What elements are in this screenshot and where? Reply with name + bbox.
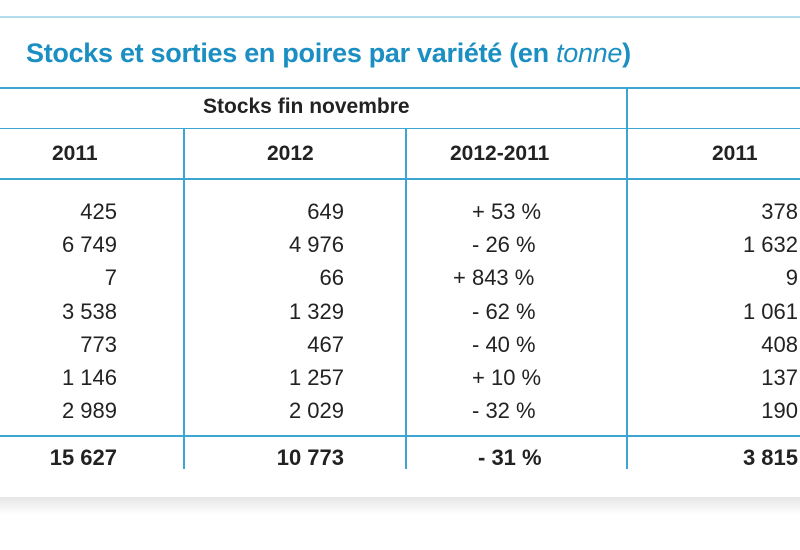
total-diff: - 31 % [478, 445, 542, 470]
table-cell: - 26 % [472, 232, 536, 258]
table-cell: 378 [761, 199, 798, 224]
table-cell: 2 989 [61, 398, 117, 424]
table-cell: - 32 % [472, 398, 536, 424]
table-cell: 1 632 [742, 232, 798, 258]
table-cell: 408 [761, 331, 798, 357]
table-cell: 467 [307, 331, 344, 357]
table-cell: 3 538 [61, 298, 117, 324]
col-header-2012: 2012 [267, 142, 314, 165]
col-divider-1 [183, 129, 185, 469]
table-cell: + 53 % [472, 199, 542, 224]
title-close: ) [622, 38, 631, 68]
rule-group [0, 128, 800, 129]
title-unit: tonne [556, 38, 623, 68]
col-header-diff: 2012-2011 [450, 142, 550, 165]
table-title: Stocks et sorties en poires par variété … [26, 38, 631, 69]
top-rule [0, 16, 800, 18]
table-cell: 66 [319, 265, 344, 291]
table-cell: 137 [761, 365, 798, 390]
col-divider-3 [626, 87, 628, 469]
table-cell: + 843 % [453, 265, 535, 291]
bottom-shadow [0, 497, 800, 515]
table-cell: 1 061 [742, 298, 798, 324]
table-cell: 773 [80, 331, 117, 357]
table-cell: 425 [80, 199, 117, 224]
table-cell: + 10 % [472, 365, 542, 390]
table-cell: - 40 % [472, 331, 536, 357]
total-2011-b: 3 815 [742, 445, 798, 470]
col-header-2011-b: 2011 [712, 142, 758, 165]
rule-total [0, 435, 800, 437]
total-2012: 10 773 [276, 445, 344, 470]
table-cell: 1 329 [288, 298, 344, 324]
title-main: Stocks et sorties en poires par variété … [26, 38, 557, 68]
rule-top [0, 87, 800, 89]
table-cell: 9 [785, 265, 798, 291]
table-cell: 190 [761, 398, 798, 424]
rule-header [0, 178, 800, 180]
table-cell: 6 749 [61, 232, 117, 258]
table-cell: 7 [104, 265, 117, 291]
table-cell: 649 [307, 199, 344, 224]
total-2011: 15 627 [49, 445, 117, 470]
col-divider-2 [405, 129, 407, 469]
table-cell: 2 029 [288, 398, 344, 424]
col-header-2011: 2011 [52, 142, 98, 165]
stocks-table: Stocks fin novembre 2011 2012 2012-2011 … [0, 87, 800, 473]
table-cell: 1 146 [61, 365, 117, 390]
table-cell: - 62 % [472, 298, 536, 324]
group-header-stocks: Stocks fin novembre [203, 95, 410, 118]
table-cell: 1 257 [288, 365, 344, 390]
table-cell: 4 976 [288, 232, 344, 258]
